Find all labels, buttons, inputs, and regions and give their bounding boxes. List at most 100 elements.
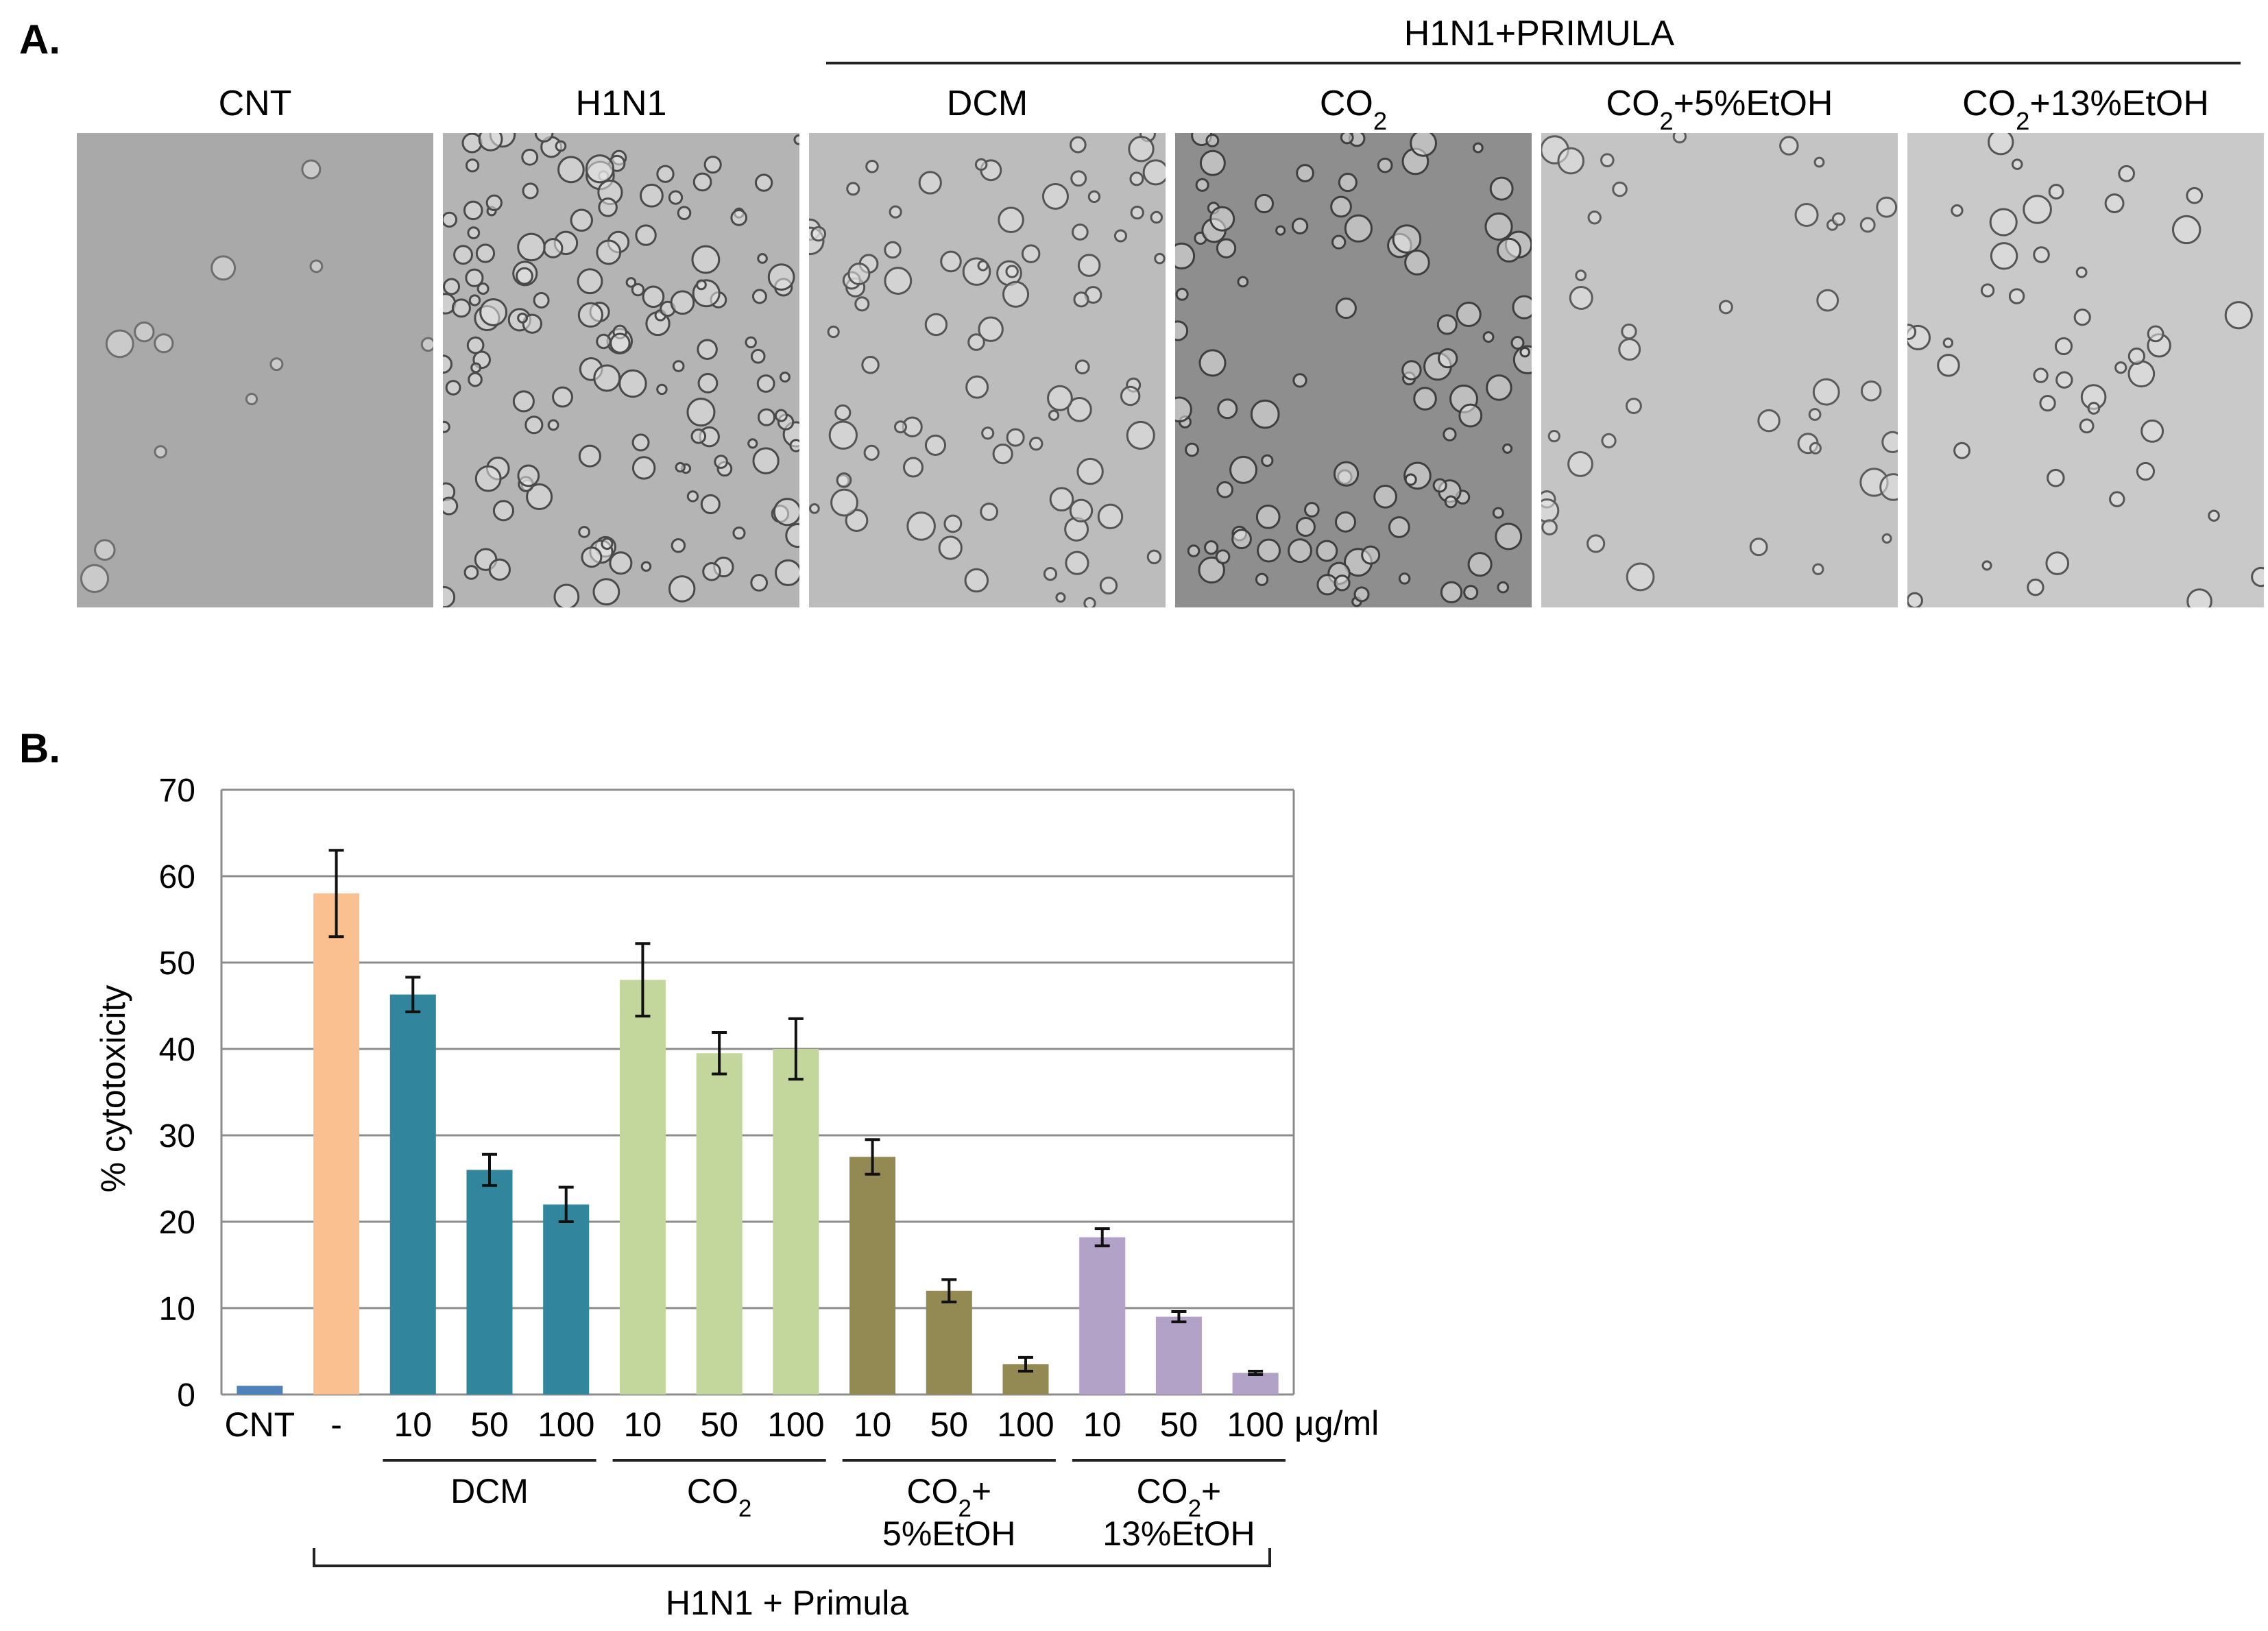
cell bbox=[1876, 196, 1898, 218]
cell bbox=[1048, 409, 1060, 421]
cell bbox=[1907, 592, 1923, 607]
cell bbox=[601, 537, 614, 551]
cell bbox=[2118, 165, 2136, 182]
bar bbox=[1079, 1237, 1126, 1394]
cell bbox=[1070, 170, 1087, 187]
x-tick-label: 10 bbox=[624, 1405, 662, 1444]
cell bbox=[1794, 203, 1819, 228]
cell bbox=[485, 194, 503, 211]
cell bbox=[2127, 347, 2146, 365]
cell bbox=[596, 239, 622, 265]
cell bbox=[1041, 182, 1069, 210]
cell bbox=[703, 156, 722, 174]
cell bbox=[1128, 136, 1155, 162]
cell bbox=[1486, 374, 1512, 401]
cell bbox=[1175, 396, 1192, 423]
cell bbox=[2027, 578, 2044, 596]
cell bbox=[2087, 402, 2101, 415]
cell bbox=[465, 158, 480, 173]
cell bbox=[1519, 346, 1530, 358]
cell bbox=[470, 362, 482, 374]
cell bbox=[2008, 288, 2025, 304]
cell bbox=[1749, 537, 1768, 557]
cell bbox=[570, 208, 593, 232]
cell bbox=[463, 565, 479, 580]
cell bbox=[2127, 360, 2156, 388]
cell bbox=[747, 438, 758, 449]
cell bbox=[154, 445, 167, 459]
cell bbox=[476, 282, 490, 295]
cell bbox=[1229, 455, 1258, 484]
cell bbox=[691, 245, 721, 274]
cell bbox=[1292, 373, 1307, 388]
cell bbox=[977, 260, 989, 271]
bar bbox=[543, 1204, 590, 1394]
cell bbox=[555, 140, 567, 152]
cell bbox=[154, 333, 174, 354]
cell bbox=[553, 583, 580, 607]
cell bbox=[1438, 348, 1458, 369]
micrograph-background bbox=[1907, 133, 2264, 607]
cell bbox=[965, 375, 989, 399]
x-tick-label: 50 bbox=[700, 1405, 738, 1444]
cell bbox=[609, 551, 633, 575]
micrograph-label: H1N1 bbox=[576, 84, 667, 123]
cell bbox=[940, 250, 962, 273]
cell bbox=[1257, 538, 1281, 563]
micrograph-label: DCM bbox=[947, 84, 1028, 123]
cell bbox=[631, 433, 650, 452]
cell bbox=[686, 490, 699, 503]
cell bbox=[1185, 442, 1199, 457]
cell bbox=[593, 364, 621, 392]
cell bbox=[1981, 560, 1992, 571]
y-tick-label: 10 bbox=[159, 1291, 195, 1327]
cell bbox=[924, 313, 948, 337]
x-tick-label: - bbox=[330, 1405, 342, 1444]
cell bbox=[1334, 575, 1351, 592]
cell bbox=[1859, 217, 1876, 233]
micrograph-background bbox=[1541, 133, 1898, 607]
cell bbox=[598, 197, 618, 217]
x-tick-label: 10 bbox=[854, 1405, 892, 1444]
cell bbox=[1484, 212, 1513, 241]
cell bbox=[610, 333, 631, 354]
cell bbox=[1129, 171, 1144, 186]
cell bbox=[692, 172, 712, 192]
cell bbox=[810, 226, 827, 242]
cell bbox=[2224, 301, 2253, 330]
cell bbox=[697, 339, 718, 360]
bar bbox=[237, 1386, 283, 1394]
cell bbox=[732, 526, 746, 540]
cell bbox=[854, 296, 870, 312]
cell bbox=[1120, 385, 1141, 407]
cell bbox=[1195, 178, 1209, 192]
micrograph-label: CO2+13%EtOH bbox=[1962, 84, 2209, 135]
cell bbox=[1097, 503, 1124, 530]
cell bbox=[1625, 398, 1642, 415]
cell bbox=[1392, 224, 1422, 254]
cell bbox=[773, 498, 799, 527]
cell bbox=[443, 354, 453, 374]
cell bbox=[785, 523, 799, 548]
cell bbox=[1812, 563, 1824, 575]
cell bbox=[2054, 337, 2073, 356]
bar bbox=[313, 893, 360, 1394]
cell bbox=[1065, 551, 1089, 575]
cell bbox=[2251, 566, 2264, 588]
cell bbox=[577, 302, 603, 328]
cell bbox=[1291, 217, 1309, 234]
cell bbox=[420, 337, 433, 352]
cell bbox=[94, 539, 116, 561]
group-label: CO2+ bbox=[1137, 1472, 1222, 1522]
bar bbox=[773, 1049, 819, 1394]
cell bbox=[1587, 534, 1606, 553]
bracket-label: H1N1 + Primula bbox=[666, 1584, 908, 1622]
cell bbox=[1456, 302, 1482, 328]
cell bbox=[677, 206, 692, 220]
bar bbox=[926, 1290, 972, 1394]
cell bbox=[750, 348, 766, 364]
cell bbox=[1070, 136, 1087, 154]
cell bbox=[1198, 349, 1227, 377]
cell bbox=[1340, 133, 1354, 145]
cell bbox=[269, 357, 284, 372]
